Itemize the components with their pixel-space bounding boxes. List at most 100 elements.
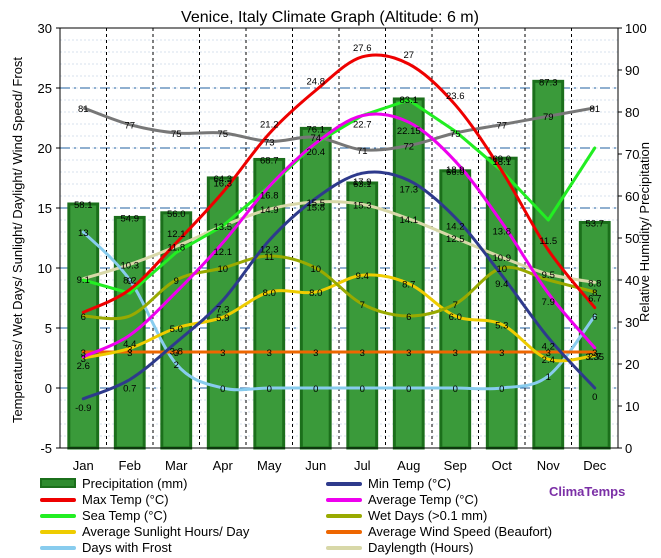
data-label: 15.8 [307, 202, 326, 213]
left-tick-label: -5 [40, 441, 52, 456]
data-label: 10 [217, 264, 228, 275]
legend-swatch [40, 546, 76, 550]
data-label: 0 [499, 384, 504, 395]
data-label: 54.9 [121, 213, 140, 224]
data-label: 7 [453, 300, 458, 311]
data-label: 64.3 [214, 174, 233, 185]
data-label: 0.7 [123, 384, 136, 395]
data-label: 4.4 [123, 339, 136, 350]
x-tick-label: Jan [73, 458, 94, 473]
data-label: 3 [174, 348, 179, 359]
legend-swatch [326, 498, 362, 502]
right-tick-label: 10 [625, 399, 639, 414]
data-label: 3 [453, 348, 458, 359]
data-label: 75 [217, 129, 228, 140]
x-tick-label: Sep [444, 458, 467, 473]
data-label: 8 [592, 288, 597, 299]
legend-label: Max Temp (°C) [82, 492, 169, 507]
data-label: 10 [310, 264, 321, 275]
data-label: 24.8 [307, 76, 326, 87]
days-with-frost-line [81, 230, 597, 392]
data-label: 56.0 [167, 209, 186, 220]
series-lines [81, 53, 597, 401]
right-axis-label: Relative Humidity/ Precipitation [637, 142, 652, 322]
data-label: 81 [589, 104, 600, 115]
legend-label: Average Sunlight Hours/ Day [82, 524, 250, 539]
data-label: 3 [81, 348, 86, 359]
legend-label: Average Temp (°C) [368, 492, 479, 507]
data-label: 3 [313, 348, 318, 359]
data-label: 3 [267, 348, 272, 359]
data-label: 58.1 [74, 200, 93, 211]
data-label: 8.0 [309, 288, 322, 299]
data-label: 87.3 [539, 77, 558, 88]
data-label: 14.2 [446, 222, 465, 233]
data-label: 0 [453, 384, 458, 395]
data-label: 3 [406, 348, 411, 359]
left-tick-label: 20 [38, 141, 52, 156]
data-label: 10 [496, 264, 507, 275]
data-label: 6 [81, 312, 86, 323]
legend-swatch [40, 530, 76, 534]
x-tick-label: May [257, 458, 282, 473]
legend-swatch [326, 514, 362, 518]
precipitation-bar [113, 215, 146, 450]
data-label: 77 [124, 121, 135, 132]
left-tick-label: 5 [45, 321, 52, 336]
x-tick-label: Jun [305, 458, 326, 473]
data-label: 68.7 [260, 155, 279, 166]
precipitation-bar [346, 181, 379, 450]
data-label: 11.8 [167, 242, 185, 253]
data-label: 53.7 [586, 218, 605, 229]
data-label: 12.3 [260, 244, 279, 255]
right-tick-label: 30 [625, 315, 639, 330]
data-label: 15.5 [307, 198, 326, 209]
data-label: 2.4 [542, 355, 555, 366]
x-tick-label: Nov [537, 458, 561, 473]
data-label: 22.7 [353, 120, 372, 131]
data-label: 77 [496, 121, 507, 132]
legend: Precipitation (mm) Min Temp (°C) Max Temp … [40, 476, 660, 558]
data-label: 6.0 [449, 312, 462, 323]
climate-chart: Venice, Italy Climate Graph (Altitude: 6… [10, 9, 652, 473]
data-label: 14.9 [260, 205, 279, 216]
legend-swatch [326, 482, 362, 486]
data-label: 15.3 [353, 200, 372, 211]
data-label: 9.4 [356, 271, 369, 282]
data-label: 8.0 [263, 288, 276, 299]
min-temp-c-line [81, 170, 597, 401]
data-label: 8.2 [123, 276, 136, 287]
chart-title: Venice, Italy Climate Graph (Altitude: 6… [181, 9, 479, 26]
data-label: 4.2 [542, 342, 555, 353]
data-label: 3 [592, 348, 597, 359]
left-tick-label: 10 [38, 261, 52, 276]
data-label: 75 [450, 129, 461, 140]
data-label: 8.8 [588, 278, 601, 289]
data-label: 3.8 [170, 346, 183, 357]
data-label: 6 [406, 312, 411, 323]
precipitation-bar [485, 156, 518, 450]
max-temp-c-line [81, 53, 597, 314]
data-label: 63.1 [353, 179, 372, 190]
data-label: 7.9 [542, 297, 555, 308]
data-label: 66.0 [446, 167, 465, 178]
data-label: 3 [499, 348, 504, 359]
data-label: 13.8 [493, 226, 512, 237]
right-tick-label: 50 [625, 231, 639, 246]
x-tick-label: Jul [354, 458, 371, 473]
legend-label: Min Temp (°C) [368, 476, 451, 491]
data-label: 11 [264, 252, 274, 263]
data-label: 8.7 [402, 280, 415, 291]
data-label: 27.6 [353, 43, 372, 54]
data-label: 9 [174, 276, 179, 287]
data-label: 9.5 [542, 270, 555, 281]
right-tick-label: 80 [625, 105, 639, 120]
x-tick-label: Aug [397, 458, 420, 473]
right-tick-label: 60 [625, 189, 639, 204]
legend-label: Precipitation (mm) [82, 476, 188, 491]
data-label: 83.1 [400, 95, 419, 106]
left-tick-label: 25 [38, 81, 52, 96]
data-label: 17.3 [400, 184, 419, 195]
average-temp-c-line [81, 112, 597, 359]
legend-label: Sea Temp (°C) [82, 508, 168, 523]
